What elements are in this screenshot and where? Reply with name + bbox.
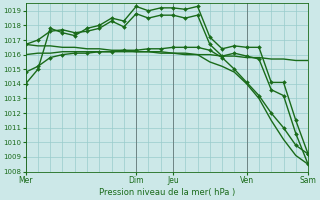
X-axis label: Pression niveau de la mer( hPa ): Pression niveau de la mer( hPa ) (99, 188, 235, 197)
